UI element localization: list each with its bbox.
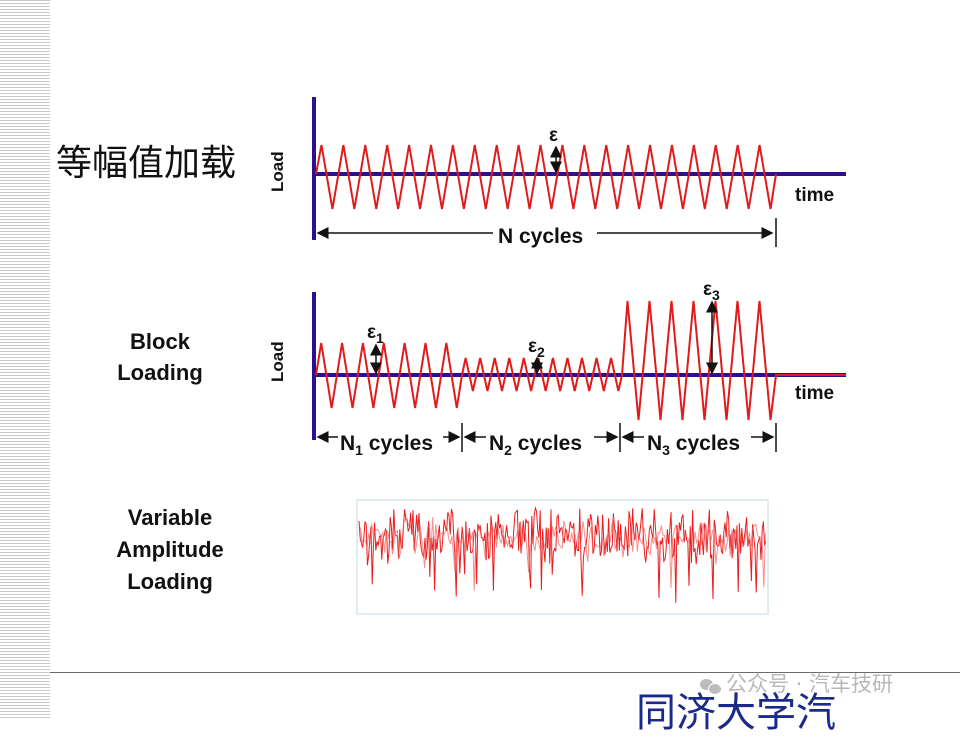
row3-noise-trace [358,506,767,603]
variable-amplitude-plot [356,499,769,615]
block-loading-plot: Load time ε1 ε2 ε3 N1 cycles N2 cycles N… [268,279,846,458]
constant-amplitude-label: 等幅值加载 [56,143,237,184]
wechat-icon [700,677,722,695]
variable-label-line3: Loading [127,569,213,594]
variable-label-line1: Variable [127,505,213,530]
row2-seg2-label: N2 cycles [489,432,582,458]
watermark-text: 公众号 · 汽车技研 [726,672,894,696]
row2-epsilon3: ε3 [703,279,720,303]
footer-title: 同济大学汽 [636,690,836,736]
variable-label-line2: Amplitude [116,537,224,562]
row2-seg1-label: N1 cycles [340,432,433,458]
constant-amplitude-plot: Load time ε N cycles [268,97,846,248]
block-label-line2: Loading [117,360,203,385]
row2-epsilon1: ε1 [367,322,384,346]
block-label-line1: Block [130,329,190,354]
row1-y-label: Load [268,151,287,192]
row2-y-label: Load [268,341,287,382]
row2-seg3-label: N3 cycles [647,432,740,458]
block-loading-label: Block Loading [90,326,230,388]
row2-epsilon2: ε2 [528,336,545,360]
row1-cycles-label: N cycles [498,225,583,248]
row3-noise-trace-secondary [358,516,766,591]
variable-amplitude-label: Variable Amplitude Loading [90,502,250,598]
footer-divider [50,672,960,673]
row2-waveform [315,300,846,421]
row1-x-label: time [795,185,834,206]
row2-x-label: time [795,383,834,404]
watermark: 公众号 · 汽车技研 [700,668,893,698]
row1-waveform [315,144,777,210]
decorative-left-stripes [0,0,50,720]
row1-amplitude-symbol: ε [549,125,558,146]
loading-diagram: Load time ε N cycles Load time ε1 ε2 ε3 … [268,97,846,615]
row3-random-waveform [358,506,767,603]
